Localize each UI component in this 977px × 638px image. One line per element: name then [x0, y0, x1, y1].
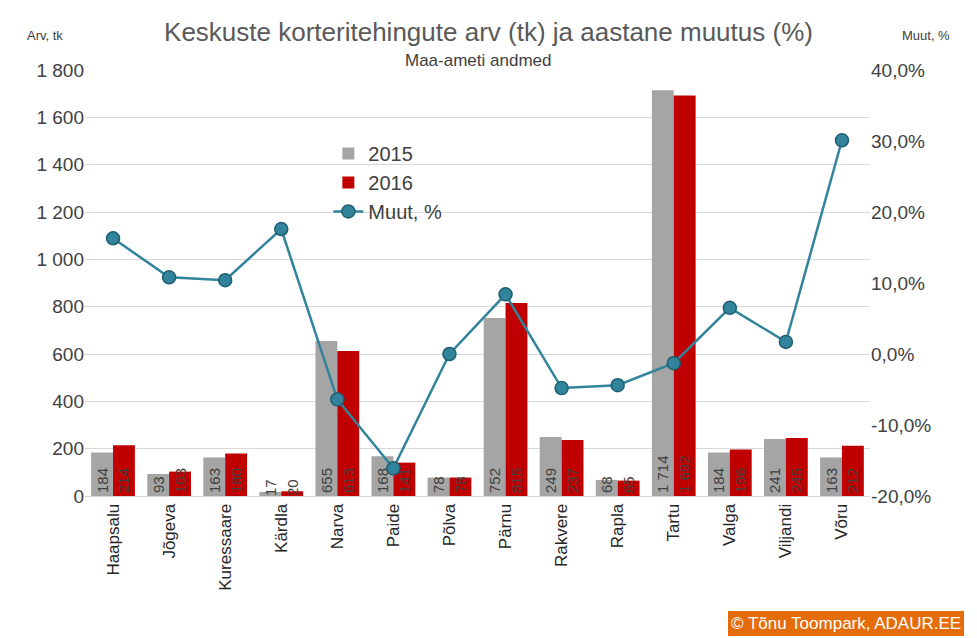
- svg-text:17: 17: [262, 479, 279, 496]
- svg-text:184: 184: [710, 468, 727, 493]
- svg-text:Maa-ameti andmed: Maa-ameti andmed: [405, 51, 551, 70]
- svg-text:2015: 2015: [368, 143, 413, 165]
- svg-text:© Tõnu Toompark, ADAUR.EE: © Tõnu Toompark, ADAUR.EE: [731, 614, 961, 633]
- svg-text:184: 184: [94, 468, 111, 493]
- svg-text:Keskuste korteritehingute arv: Keskuste korteritehingute arv (tk) ja aa…: [164, 17, 813, 47]
- svg-text:Viljandi: Viljandi: [776, 504, 795, 559]
- svg-text:Haapsalu: Haapsalu: [104, 504, 123, 576]
- svg-text:752: 752: [486, 468, 503, 493]
- svg-text:0,0%: 0,0%: [871, 344, 914, 365]
- svg-text:78: 78: [452, 476, 469, 493]
- svg-text:68: 68: [598, 476, 615, 493]
- svg-text:1 714: 1 714: [654, 455, 671, 493]
- svg-text:Arv, tk: Arv, tk: [27, 28, 63, 43]
- svg-text:Põlva: Põlva: [440, 503, 459, 546]
- svg-text:600: 600: [52, 344, 84, 365]
- svg-text:Rapla: Rapla: [608, 503, 627, 548]
- svg-text:196: 196: [732, 468, 749, 493]
- svg-text:241: 241: [766, 468, 783, 493]
- svg-text:-10,0%: -10,0%: [871, 415, 931, 436]
- svg-text:78: 78: [430, 476, 447, 493]
- svg-text:200: 200: [52, 438, 84, 459]
- svg-text:180: 180: [228, 468, 245, 493]
- svg-text:1 400: 1 400: [36, 154, 84, 175]
- svg-text:Jõgeva: Jõgeva: [160, 503, 179, 558]
- svg-text:163: 163: [823, 468, 840, 493]
- svg-text:1 692: 1 692: [676, 455, 693, 493]
- svg-text:613: 613: [340, 468, 357, 493]
- svg-text:Paide: Paide: [384, 504, 403, 547]
- svg-text:815: 815: [508, 468, 525, 493]
- svg-text:237: 237: [564, 468, 581, 493]
- svg-text:Võru: Võru: [832, 504, 851, 540]
- svg-text:40,0%: 40,0%: [871, 60, 925, 81]
- svg-text:249: 249: [542, 468, 559, 493]
- svg-text:Narva: Narva: [328, 503, 347, 549]
- svg-text:1 600: 1 600: [36, 107, 84, 128]
- svg-text:214: 214: [115, 468, 132, 493]
- svg-text:655: 655: [318, 468, 335, 493]
- svg-text:20,0%: 20,0%: [871, 202, 925, 223]
- svg-text:103: 103: [172, 468, 189, 493]
- svg-text:Tartu: Tartu: [664, 504, 683, 542]
- svg-text:0: 0: [73, 486, 84, 507]
- svg-text:30,0%: 30,0%: [871, 131, 925, 152]
- svg-text:Muut, %: Muut, %: [368, 201, 442, 223]
- svg-text:20: 20: [284, 479, 301, 496]
- svg-text:400: 400: [52, 391, 84, 412]
- svg-text:141: 141: [396, 468, 413, 493]
- svg-text:245: 245: [788, 468, 805, 493]
- svg-text:93: 93: [150, 476, 167, 493]
- svg-text:Rakvere: Rakvere: [552, 504, 571, 567]
- svg-text:Pärnu: Pärnu: [496, 504, 515, 549]
- svg-text:Valga: Valga: [720, 503, 739, 546]
- svg-text:1 800: 1 800: [36, 60, 84, 81]
- svg-text:Kuressaare: Kuressaare: [216, 504, 235, 591]
- svg-text:Muut, %: Muut, %: [902, 28, 950, 43]
- svg-text:800: 800: [52, 296, 84, 317]
- svg-text:163: 163: [206, 468, 223, 493]
- svg-text:212: 212: [844, 468, 861, 493]
- svg-text:2016: 2016: [368, 172, 413, 194]
- svg-text:168: 168: [374, 468, 391, 493]
- svg-text:10,0%: 10,0%: [871, 273, 925, 294]
- svg-text:-20,0%: -20,0%: [871, 486, 931, 507]
- svg-text:1 200: 1 200: [36, 202, 84, 223]
- svg-text:1 000: 1 000: [36, 249, 84, 270]
- svg-text:Kärdla: Kärdla: [272, 503, 291, 553]
- svg-text:65: 65: [620, 476, 637, 493]
